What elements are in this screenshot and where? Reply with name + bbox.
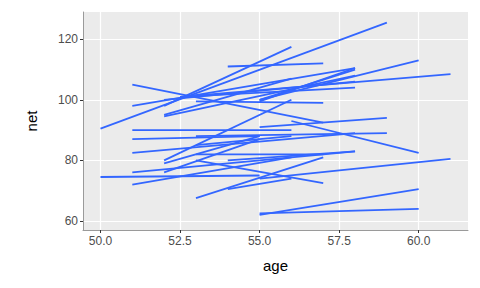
svg-text:net: net (23, 110, 40, 132)
svg-text:52.5: 52.5 (168, 234, 192, 248)
svg-text:age: age (263, 257, 288, 274)
svg-text:80: 80 (65, 153, 79, 167)
svg-text:120: 120 (58, 32, 78, 46)
svg-text:100: 100 (58, 93, 78, 107)
svg-text:55.0: 55.0 (248, 234, 272, 248)
svg-text:60.0: 60.0 (407, 234, 431, 248)
svg-text:50.0: 50.0 (89, 234, 113, 248)
svg-text:57.5: 57.5 (327, 234, 351, 248)
svg-text:60: 60 (65, 214, 79, 228)
